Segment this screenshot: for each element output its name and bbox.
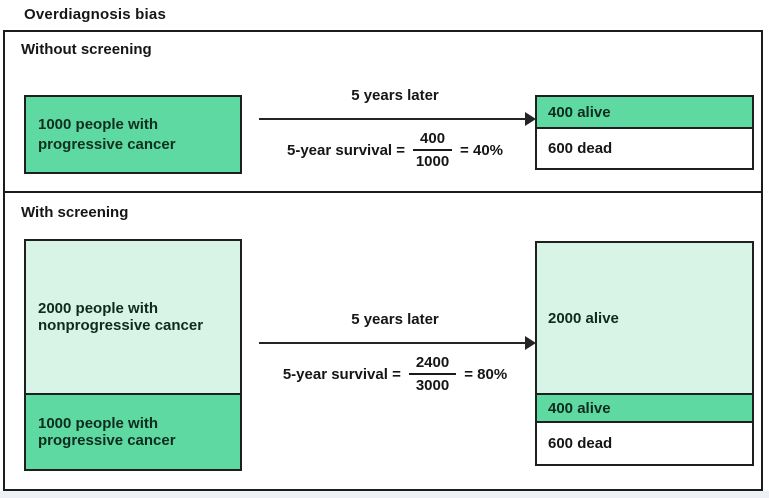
outcome-row-alive: 400 alive xyxy=(537,97,752,127)
outcome-alive-label: 400 alive xyxy=(548,103,611,121)
panel-with-label: With screening xyxy=(21,204,129,221)
without-arrow-label: 5 years later xyxy=(351,87,439,104)
outcome-box-without: 400 alive 600 dead xyxy=(535,95,754,170)
progressive-line2: progressive cancer xyxy=(38,432,176,449)
with-equation: 5-year survival = 2400 3000 = 80% xyxy=(255,354,535,394)
with-arrow-label: 5 years later xyxy=(351,311,439,328)
equation-fraction: 400 1000 xyxy=(413,130,453,170)
arrow-head-icon xyxy=(525,336,536,350)
population-box-line2: progressive cancer xyxy=(38,135,176,153)
outcome-row-alive-progressive: 400 alive xyxy=(537,393,752,421)
figure-title: Overdiagnosis bias xyxy=(24,6,166,23)
right-arrow xyxy=(255,112,536,126)
population-box-line1: 1000 people with xyxy=(38,115,159,133)
population-box-screened: 2000 people with nonprogressive cancer 1… xyxy=(24,239,242,471)
without-equation: 5-year survival = 400 1000 = 40% xyxy=(255,130,535,170)
panel-without-label: Without screening xyxy=(21,41,152,58)
nonprogressive-line1: 2000 people with xyxy=(38,300,159,317)
fraction-numerator: 2400 xyxy=(408,354,457,375)
population-row-progressive: 1000 people with progressive cancer xyxy=(26,393,240,469)
equation-lhs: 5-year survival = xyxy=(287,141,406,159)
with-middle-group: 5 years later 5-year survival = 2400 300… xyxy=(255,311,536,394)
outcome-row-alive-nonprogressive: 2000 alive xyxy=(537,243,752,393)
arrow-line xyxy=(259,118,526,120)
outcome-box-with: 2000 alive 400 alive 600 dead xyxy=(535,241,754,466)
fraction-denominator: 3000 xyxy=(415,377,450,394)
nonprogressive-line2: nonprogressive cancer xyxy=(38,317,204,334)
outcome-dead-label: 600 dead xyxy=(548,435,613,452)
outcome-row-dead: 600 dead xyxy=(537,421,752,464)
population-row-nonprogressive: 2000 people with nonprogressive cancer xyxy=(26,241,240,393)
fraction-numerator: 400 xyxy=(413,130,453,151)
arrow-line xyxy=(259,342,526,344)
outcome-alive-progressive-label: 400 alive xyxy=(548,399,611,417)
right-arrow xyxy=(255,336,536,350)
equation-fraction: 2400 3000 xyxy=(408,354,457,394)
equation-result: = 80% xyxy=(464,365,508,383)
equation-result: = 40% xyxy=(460,141,503,159)
fraction-denominator: 1000 xyxy=(415,153,450,170)
panel-without-screening: Without screening 1000 people with progr… xyxy=(3,30,763,193)
arrow-head-icon xyxy=(525,112,536,126)
outcome-dead-label: 600 dead xyxy=(548,140,613,157)
without-middle-group: 5 years later 5-year survival = 400 1000… xyxy=(255,87,536,170)
panel-with-screening: With screening 2000 people with nonprogr… xyxy=(3,191,763,491)
outcome-alive-nonprogressive-label: 2000 alive xyxy=(548,309,619,327)
equation-lhs: 5-year survival = xyxy=(282,365,401,383)
footer-strip xyxy=(0,491,769,498)
population-box-progressive: 1000 people with progressive cancer xyxy=(24,95,242,174)
progressive-line1: 1000 people with xyxy=(38,415,159,432)
outcome-row-dead: 600 dead xyxy=(537,127,752,168)
